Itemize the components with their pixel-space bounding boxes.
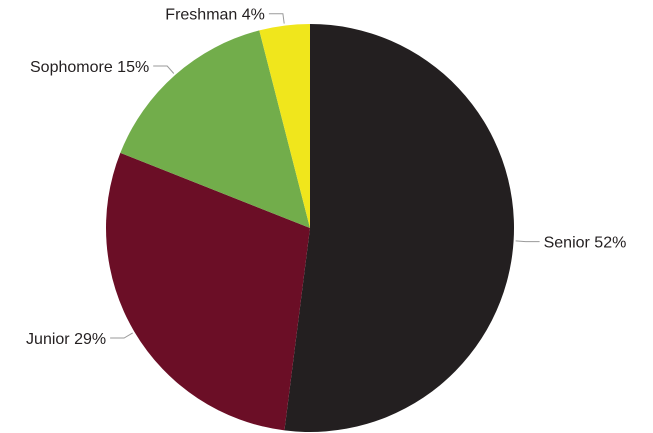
pie-slice-freshman bbox=[259, 24, 310, 228]
pie-slice-junior bbox=[106, 152, 310, 431]
slice-label-junior: Junior 29% bbox=[26, 331, 106, 348]
leader-line-sophomore bbox=[153, 65, 175, 74]
slice-label-sophomore: Sophomore 15% bbox=[30, 59, 149, 76]
pie-slice-sophomore bbox=[120, 30, 310, 228]
pie-leader-lines bbox=[110, 13, 540, 339]
leader-line-junior bbox=[110, 332, 133, 339]
pie-slices bbox=[106, 23, 515, 432]
slice-label-senior: Senior 52% bbox=[544, 235, 627, 252]
leader-line-senior bbox=[515, 240, 540, 243]
leader-line-freshman bbox=[268, 13, 285, 24]
slice-label-freshman: Freshman 4% bbox=[165, 7, 265, 24]
pie-slice-senior bbox=[284, 23, 515, 432]
pie-labels: Senior 52% Junior 29% Sophomore 15% Freshma… bbox=[26, 7, 626, 348]
